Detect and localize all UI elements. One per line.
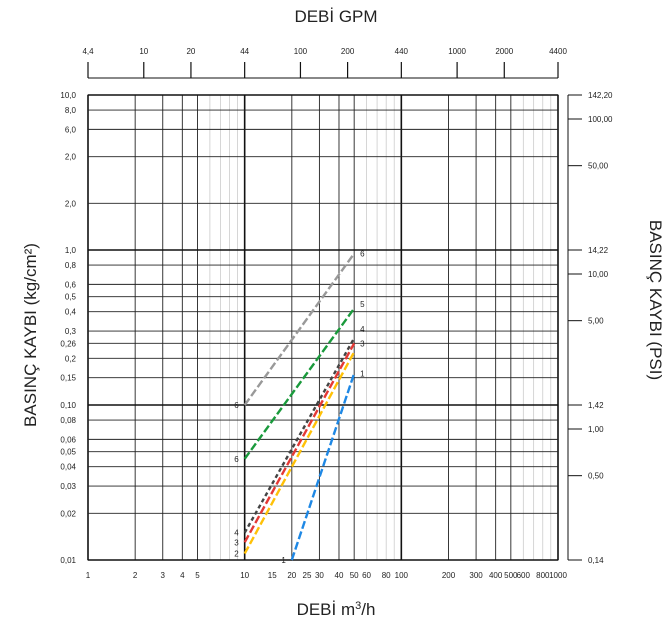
x-tick-label: 400 <box>489 571 503 580</box>
x-tick-label: 200 <box>442 571 456 580</box>
y-tick-label: 0,3 <box>65 327 77 336</box>
series-label: 1 <box>281 556 286 565</box>
gpm-tick-label: 20 <box>186 47 195 56</box>
y-tick-label: 0,2 <box>65 354 77 363</box>
x-tick-label: 60 <box>362 571 371 580</box>
x-tick-label: 100 <box>395 571 409 580</box>
y-tick-label: 6,0 <box>65 125 77 134</box>
x-tick-label: 20 <box>287 571 296 580</box>
y-tick-label: 0,8 <box>65 261 77 270</box>
x-tick-label: 1 <box>86 571 91 580</box>
y-tick-label: 0,15 <box>60 374 76 383</box>
psi-tick-label: 142,20 <box>588 91 613 100</box>
x-axis-title: DEBİ m3/h <box>297 600 376 619</box>
gpm-tick-label: 200 <box>341 47 355 56</box>
series-label: 6 <box>234 401 239 410</box>
series-line-6 <box>243 252 356 406</box>
series-label: 4 <box>234 529 239 538</box>
series-label: 1 <box>360 369 365 378</box>
y-tick-label: 0,05 <box>60 448 76 457</box>
gpm-tick-label: 4,4 <box>82 47 94 56</box>
series-line-2 <box>243 351 356 555</box>
x-tick-label: 25 <box>303 571 312 580</box>
x-tick-label: 500 <box>504 571 518 580</box>
series-label: 3 <box>234 538 239 547</box>
series-label: 3 <box>360 339 365 348</box>
chart-title: DEBİ GPM <box>294 7 377 26</box>
y-tick-label: 0,6 <box>65 280 77 289</box>
x-tick-label: 80 <box>382 571 391 580</box>
gpm-tick-label: 10 <box>139 47 148 56</box>
x-tick-label: 4 <box>180 571 185 580</box>
y-tick-label: 0,06 <box>60 435 76 444</box>
y-tick-label: 8,0 <box>65 106 77 115</box>
y-tick-label: 2,0 <box>65 153 77 162</box>
series-label: 6 <box>234 455 239 464</box>
x-tick-label: 600 <box>517 571 531 580</box>
x-tick-label: 10 <box>240 571 249 580</box>
gpm-tick-label: 2000 <box>495 47 513 56</box>
gpm-tick-label: 440 <box>395 47 409 56</box>
x-tick-label: 2 <box>133 571 138 580</box>
y-tick-label: 0,4 <box>65 308 77 317</box>
y-axis-title: BASINÇ KAYBI (kg/cm²) <box>21 243 40 427</box>
y-tick-label: 0,5 <box>65 293 77 302</box>
gpm-tick-label: 100 <box>294 47 308 56</box>
x-tick-label: 40 <box>335 571 344 580</box>
psi-tick-label: 1,42 <box>588 401 604 410</box>
gpm-tick-label: 4400 <box>549 47 567 56</box>
y-tick-label: 1,0 <box>65 246 77 255</box>
x-axis-title-superscript: 3 <box>355 600 361 612</box>
psi-tick-label: 0,14 <box>588 556 604 565</box>
series-label: 5 <box>360 300 365 309</box>
y2-axis-title: BASINÇ KAYBI (PSI) <box>646 220 665 380</box>
plot-frame <box>87 94 559 561</box>
series-line-3 <box>243 342 356 543</box>
x-tick-label: 50 <box>350 571 359 580</box>
grid <box>87 94 559 561</box>
psi-tick-label: 0,50 <box>588 472 604 481</box>
x-tick-label: 5 <box>195 571 200 580</box>
series-label: 2 <box>234 550 239 559</box>
series-line-5 <box>243 307 356 460</box>
y-tick-label: 0,02 <box>60 509 76 518</box>
tick-labels: 1 2 3 4 5 10 15 20 25 30 40 50 60 80 100 200 300 400 500 60… <box>60 47 613 580</box>
series-label: 4 <box>360 325 365 334</box>
x-tick-label: 300 <box>469 571 483 580</box>
y-tick-label: 0,10 <box>60 401 76 410</box>
psi-tick-label: 50,00 <box>588 162 609 171</box>
y-tick-label: 0,26 <box>60 339 76 348</box>
y-tick-label: 2,0 <box>65 199 77 208</box>
psi-tick-label: 1,00 <box>588 425 604 434</box>
y-tick-label: 0,03 <box>60 482 76 491</box>
series-lines <box>243 252 356 561</box>
series-label: 6 <box>360 249 365 258</box>
y-tick-label: 10,0 <box>60 91 76 100</box>
y-tick-label: 0,08 <box>60 416 76 425</box>
psi-tick-label: 10,00 <box>588 270 609 279</box>
x-tick-label: 30 <box>315 571 324 580</box>
gpm-tick-label: 1000 <box>448 47 466 56</box>
series-line-4 <box>243 337 356 534</box>
x-tick-label: 3 <box>161 571 166 580</box>
psi-tick-label: 5,00 <box>588 317 604 326</box>
x-tick-label: 1000 <box>549 571 567 580</box>
y-tick-label: 0,04 <box>60 463 76 472</box>
gpm-tick-label: 44 <box>240 47 249 56</box>
psi-tick-label: 14,22 <box>588 246 609 255</box>
x-axis-title-suffix: /h <box>361 600 375 619</box>
x-tick-label: 15 <box>268 571 277 580</box>
x-tick-label: 800 <box>536 571 550 580</box>
y-tick-label: 0,01 <box>60 556 76 565</box>
psi-tick-label: 100,00 <box>588 115 613 124</box>
